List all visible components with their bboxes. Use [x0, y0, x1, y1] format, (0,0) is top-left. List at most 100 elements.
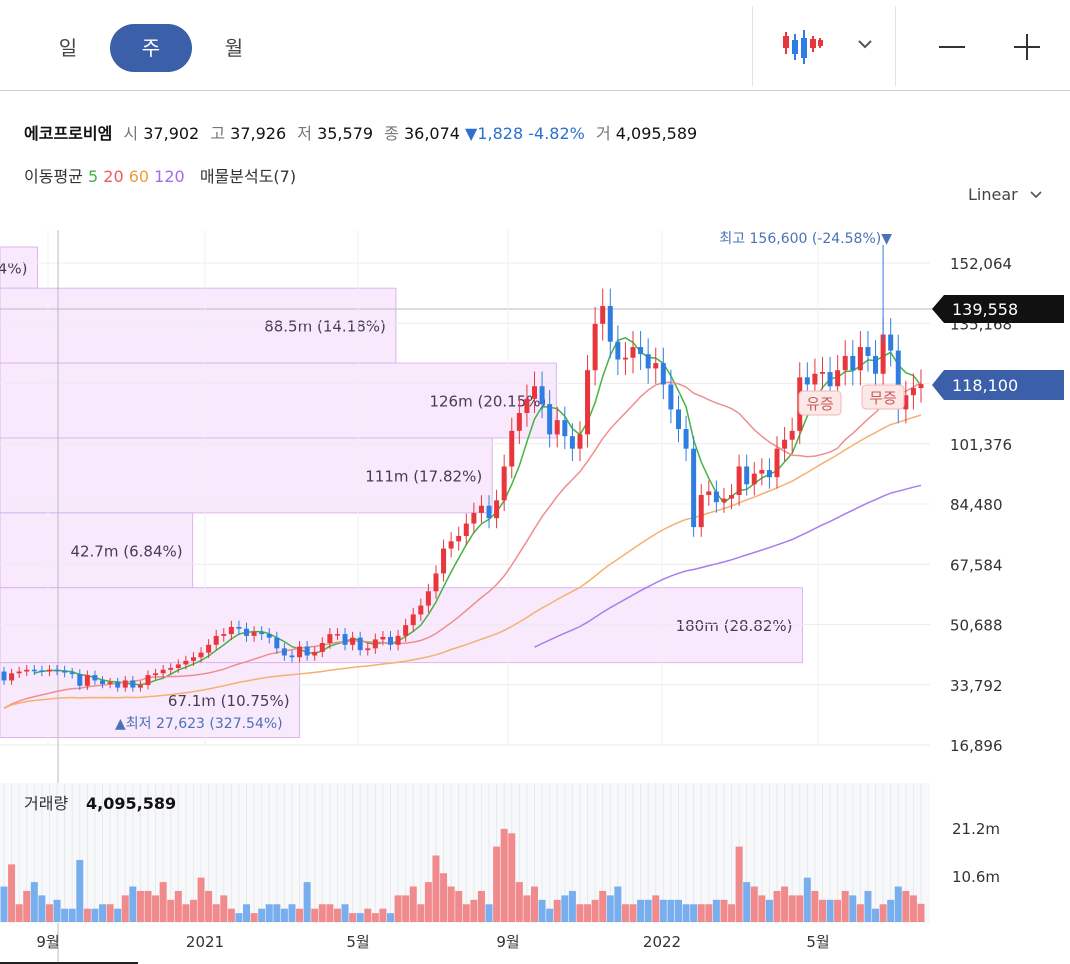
close-label: 종 — [384, 124, 399, 143]
high-marker: 최고 156,600 (-24.58%)▼ — [719, 231, 892, 247]
ma-legend: 이동평균 5 20 60 120 매물분석도(7) — [24, 163, 296, 187]
candle-body — [221, 634, 227, 636]
volume-bar — [553, 899, 561, 922]
period-month-tab[interactable]: 월 — [224, 36, 244, 60]
volume-profile-label: 111m (17.82%) — [365, 467, 482, 485]
event-badge — [798, 390, 842, 416]
volume-bar — [765, 899, 773, 922]
candle-body — [653, 363, 659, 369]
volume-bar — [129, 886, 137, 922]
candle-body — [372, 639, 378, 649]
volume-profile-bar — [0, 246, 38, 289]
candle-body — [357, 637, 363, 651]
volume-bar — [523, 895, 531, 922]
candle-body — [592, 323, 598, 371]
volume-bar — [682, 904, 690, 922]
volume-tick-label: 10.6m — [952, 868, 1000, 886]
candle-body — [39, 670, 45, 672]
price-grid: 152,064 135,168 118,272 101,376 84,480 67,584… — [0, 230, 1012, 964]
volume-profile-label: 8.98m (1.44%) — [0, 260, 27, 278]
candle-body — [213, 635, 219, 645]
volume-bar — [477, 890, 485, 922]
volume-bar — [152, 895, 160, 922]
ma60-label[interactable]: 60 — [128, 167, 150, 186]
current-price-label: 118,100 — [952, 376, 1018, 395]
volume-area — [0, 783, 930, 923]
volume-bar — [818, 899, 826, 922]
candle-body — [84, 675, 90, 686]
price-tick-label: 67,584 — [950, 556, 1003, 574]
open-label: 시 — [123, 124, 139, 143]
candle-body — [410, 614, 416, 626]
volume-bar — [144, 890, 152, 922]
ma20-label[interactable]: 20 — [103, 167, 124, 186]
minus-icon[interactable] — [936, 34, 968, 60]
candle-body — [819, 371, 825, 374]
volume-bar — [432, 855, 440, 922]
candle-body — [463, 523, 469, 537]
volume-bar — [872, 908, 880, 922]
period-day-tab[interactable]: 일 — [58, 36, 78, 60]
volume-profile-bar — [0, 287, 397, 364]
volume-profile-label: 180m (28.82%) — [676, 617, 793, 635]
volume-profile-bar — [0, 587, 803, 664]
chevron-down-icon[interactable] — [856, 36, 874, 50]
period-week-tab[interactable]: 주 — [110, 24, 192, 72]
volume-bar — [561, 895, 569, 922]
candle-body — [244, 628, 250, 636]
candle-body — [675, 409, 681, 430]
volume-bar — [758, 895, 766, 922]
volume-bar — [91, 908, 99, 922]
volume-bar — [644, 899, 652, 922]
volume-bar — [826, 899, 834, 922]
candle-body — [804, 377, 810, 385]
candle-body — [607, 306, 613, 342]
volume-profile-bar — [0, 662, 301, 738]
candle-body — [137, 685, 143, 688]
volume-bar — [227, 908, 235, 922]
candle-body — [569, 436, 575, 449]
price-tick-label: 135,168 — [950, 315, 1012, 333]
candle-body — [835, 370, 841, 387]
scale-selector[interactable]: Linear — [968, 185, 1043, 204]
plus-icon[interactable] — [1012, 32, 1042, 62]
volume-profile-label: 126m (20.15%) — [429, 393, 546, 411]
candle-body — [880, 334, 886, 374]
volume-bar — [197, 877, 205, 922]
candle-body — [46, 669, 52, 672]
candle-body — [100, 680, 106, 685]
volume-bar — [728, 904, 736, 922]
volume-profile-bar — [0, 437, 493, 514]
ma120-label[interactable]: 120 — [154, 167, 185, 186]
change-value: ▼1,828 — [465, 124, 524, 143]
volume-bar — [811, 890, 819, 922]
candle-body — [342, 634, 348, 645]
volume-bar — [114, 908, 122, 922]
volume-profile-label: 88.5m (14.18%) — [264, 318, 386, 336]
volume-bar — [735, 846, 743, 922]
candlestick-icon[interactable] — [780, 30, 824, 66]
time-tick-label: 2021 — [186, 933, 224, 951]
ma5-line — [34, 336, 922, 686]
ma5-label[interactable]: 5 — [87, 167, 99, 186]
volume-bar — [773, 890, 781, 922]
candle-body — [910, 388, 916, 396]
volume-bar — [356, 913, 364, 922]
candle-body — [228, 626, 234, 635]
candle-body — [698, 495, 704, 528]
candle-body — [403, 625, 409, 636]
chart-toolbar: 일 주 월 — [0, 0, 1070, 91]
volume-bar — [15, 904, 23, 922]
volume-bar — [887, 899, 895, 922]
volume-bar — [781, 886, 789, 922]
candle-body — [365, 648, 371, 651]
volume-bar — [23, 890, 31, 922]
candle-body — [759, 470, 765, 474]
volume-bar — [167, 899, 175, 922]
volume-profile-label[interactable]: 매물분석도(7) — [199, 167, 297, 186]
volume-bar — [424, 882, 432, 922]
volume-bar — [106, 904, 114, 922]
candle-body — [888, 334, 894, 351]
candle-body — [895, 350, 901, 410]
